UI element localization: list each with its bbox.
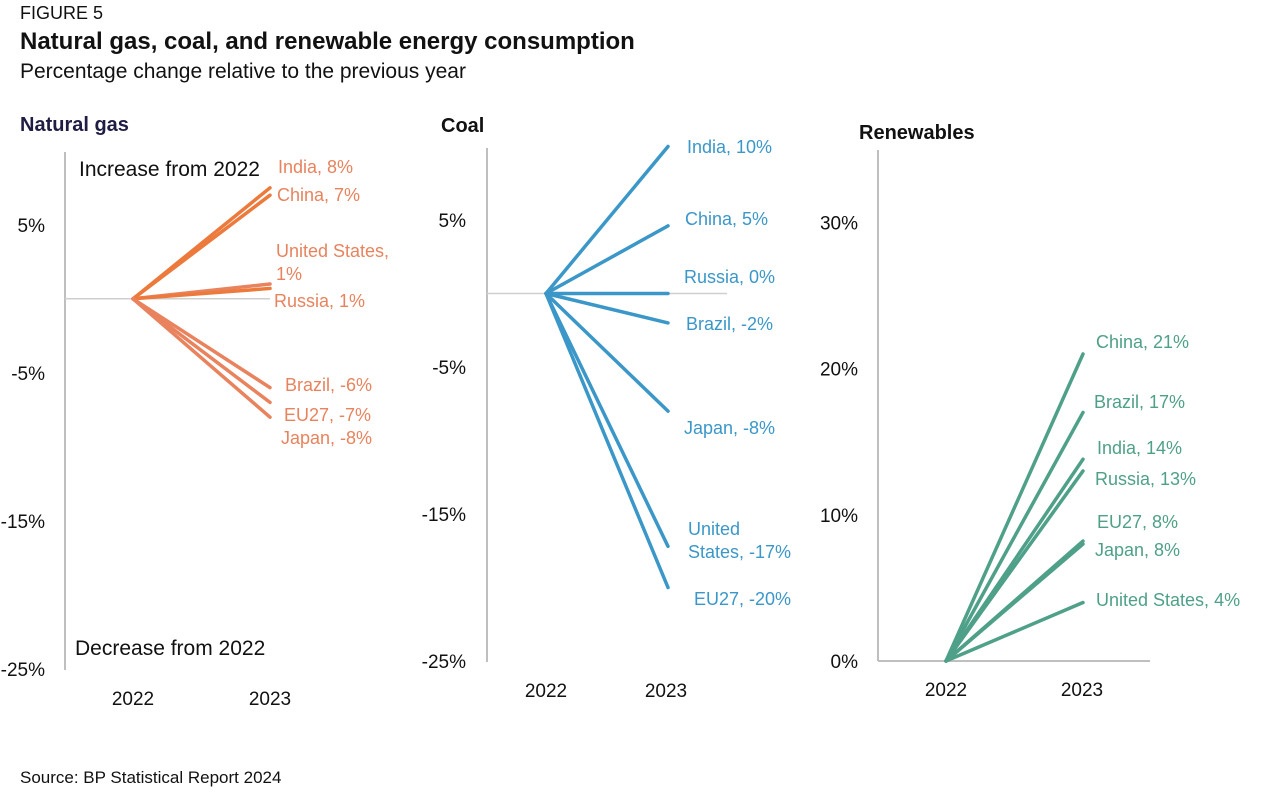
renewables-data-label-united-states: United States, 4%	[1096, 590, 1240, 610]
natural-gas-ytick-label: -25%	[1, 660, 45, 681]
renewables-data-label-china: China, 21%	[1096, 332, 1189, 352]
natural-gas-data-label-china: China, 7%	[277, 185, 360, 205]
coal-data-label-united-states: United	[688, 519, 740, 539]
natural-gas-data-label-united-states: United States,	[276, 241, 389, 261]
chart-subtitle: Percentage change relative to the previo…	[20, 60, 466, 83]
coal-series-line-brazil	[544, 291, 670, 325]
coal-series-line-japan	[544, 291, 670, 413]
coal-series-line-eu27	[544, 291, 670, 590]
natural-gas-xtick-label: 2023	[249, 689, 291, 710]
coal-xtick-label: 2022	[525, 681, 567, 702]
natural-gas-data-label-india: India, 8%	[278, 157, 353, 177]
natural-gas-annotation-decrease: Decrease from 2022	[75, 637, 265, 660]
renewables-panel-title: Renewables	[859, 122, 975, 144]
coal-series-line-india	[544, 144, 670, 296]
figure-label: FIGURE 5	[20, 3, 104, 23]
renewables-series-line-japan	[944, 542, 1085, 663]
renewables-data-label-russia: Russia, 13%	[1095, 469, 1196, 489]
coal-data-label-united-states: States, -17%	[688, 542, 791, 562]
natural-gas-data-label-eu27: EU27, -7%	[284, 405, 371, 425]
coal-data-label-india: India, 10%	[687, 137, 772, 157]
coal-ytick-label: -5%	[432, 358, 466, 379]
natural-gas-series-line-eu27	[131, 297, 272, 405]
coal-data-label-eu27: EU27, -20%	[694, 589, 791, 609]
coal-xtick-label: 2023	[645, 681, 687, 702]
natural-gas-ytick-label: -5%	[11, 364, 45, 385]
natural-gas-panel-title: Natural gas	[20, 114, 129, 136]
natural-gas-ytick-label: -15%	[1, 512, 45, 533]
coal-panel-title: Coal	[441, 115, 484, 137]
coal-ytick-label: -25%	[422, 652, 466, 673]
coal-data-label-japan: Japan, -8%	[684, 418, 775, 438]
coal-data-label-china: China, 5%	[685, 209, 768, 229]
coal-series-line-china	[544, 224, 670, 296]
renewables-data-label-eu27: EU27, 8%	[1097, 512, 1178, 532]
natural-gas-series-line-brazil	[131, 297, 272, 390]
natural-gas-series-line-russia	[131, 286, 272, 301]
renewables-xtick-label: 2023	[1061, 680, 1103, 701]
natural-gas-data-label-brazil: Brazil, -6%	[285, 375, 372, 395]
coal-series-line-united-states	[544, 291, 670, 549]
source-note: Source: BP Statistical Report 2024	[20, 768, 282, 787]
natural-gas-series-line-china	[131, 193, 272, 301]
renewables-ytick-label: 20%	[820, 360, 858, 381]
natural-gas-data-label-japan: Japan, -8%	[281, 428, 372, 448]
coal-ytick-label: 5%	[439, 211, 467, 232]
natural-gas-data-label-united-states: 1%	[276, 264, 302, 284]
renewables-series-line-brazil	[944, 410, 1085, 663]
renewables-data-label-japan: Japan, 8%	[1095, 540, 1180, 560]
renewables-xtick-label: 2022	[925, 680, 967, 701]
renewables-series-line-united-states	[944, 600, 1085, 663]
renewables-data-label-brazil: Brazil, 17%	[1094, 392, 1185, 412]
natural-gas-xtick-label: 2022	[112, 689, 154, 710]
natural-gas-ytick-label: 5%	[18, 216, 46, 237]
renewables-ytick-label: 30%	[820, 213, 858, 234]
coal-ytick-label: -15%	[422, 505, 466, 526]
chart-title: Natural gas, coal, and renewable energy …	[20, 28, 635, 55]
renewables-data-label-india: India, 14%	[1097, 438, 1182, 458]
natural-gas-annotation-increase: Increase from 2022	[79, 158, 260, 181]
natural-gas-series-line-japan	[131, 297, 272, 419]
renewables-series-line-china	[944, 352, 1085, 663]
renewables-series-line-russia	[944, 469, 1085, 663]
coal-data-label-russia: Russia, 0%	[684, 267, 775, 287]
renewables-ytick-label: 10%	[820, 506, 858, 527]
natural-gas-data-label-russia: Russia, 1%	[274, 291, 365, 311]
renewables-ytick-label: 0%	[831, 652, 859, 673]
coal-data-label-brazil: Brazil, -2%	[686, 314, 773, 334]
